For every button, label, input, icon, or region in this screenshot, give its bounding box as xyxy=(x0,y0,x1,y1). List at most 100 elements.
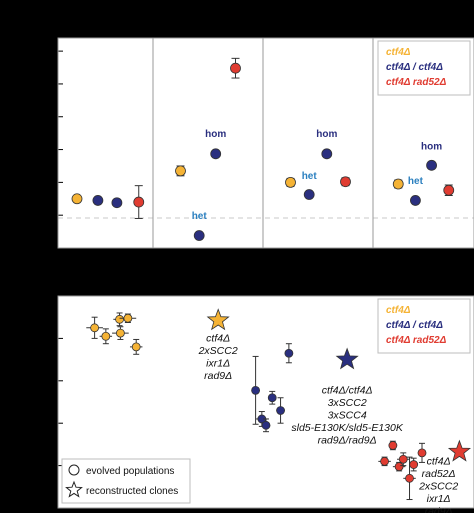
panel-a-point-8 xyxy=(285,176,296,188)
panel-b-point-0 xyxy=(86,316,103,339)
panel-b-annotation-1-line-2: 3xSCC4 xyxy=(328,410,367,422)
panel-a-marker-6 xyxy=(210,148,222,160)
panel-a-point-9 xyxy=(303,189,315,200)
panel-b-marker-17 xyxy=(409,460,419,469)
panel-a-point-1 xyxy=(92,195,104,206)
legend-a-entry-2: ctf4Δ rad52Δ xyxy=(386,77,447,88)
panel-a-label-0: hom xyxy=(205,129,226,140)
panel-b-point-4 xyxy=(119,313,137,323)
panel-b-stars xyxy=(206,308,472,462)
panel-b-marker-14 xyxy=(394,462,404,472)
panel-b-marker-legend-box xyxy=(61,458,191,504)
panel-b-annotation-0-line-2: ixr1Δ xyxy=(206,358,230,370)
panel-a-marker-4 xyxy=(175,165,186,177)
panel-a-marker-1 xyxy=(92,195,104,206)
legend-star-marker xyxy=(65,480,83,498)
panel-b-point-12 xyxy=(378,456,391,467)
panel-a-point-7 xyxy=(230,57,241,79)
panel-b-frame xyxy=(57,295,474,509)
panel-a-label-1: het xyxy=(192,211,208,222)
panel-a-marker-13 xyxy=(410,195,421,206)
panel-a-frame xyxy=(57,37,474,249)
panel-a-point-5 xyxy=(193,230,205,241)
panel-a-label-3: het xyxy=(302,171,318,182)
panel-a-legend: ctf4Δ ctf4Δ / ctf4Δ ctf4Δ rad52Δ xyxy=(377,40,471,96)
panel-b-marker-10 xyxy=(276,406,285,415)
panel-a-point-10 xyxy=(321,148,333,160)
panel-a-marker-8 xyxy=(285,176,296,188)
panel-a-y-ticks xyxy=(58,50,63,216)
panel-b-point-11 xyxy=(284,343,294,364)
panel-a-point-labels: hom het hom het hom het xyxy=(192,129,443,222)
panel-b-point-17 xyxy=(409,457,419,472)
legend-b-entry-1: ctf4Δ / ctf4Δ xyxy=(386,320,443,331)
panel-b-annotation-2-line-1: rad52Δ xyxy=(422,468,456,480)
top-timeline-bar xyxy=(57,22,474,34)
panel-b-annotation-2-line-3: ixr1Δ xyxy=(427,493,451,505)
panel-b-marker-15 xyxy=(398,454,408,464)
legend-marker-entry-1: reconstructed clones xyxy=(86,486,178,497)
panel-b-points xyxy=(86,312,427,501)
panel-a-legend-box xyxy=(377,40,471,96)
legend-a-entry-0: ctf4Δ xyxy=(386,47,411,58)
panel-b-annotation-2-line-4: rad9Δ xyxy=(425,506,453,513)
panel-b-legend-box xyxy=(377,298,471,354)
panel-b-annotation-1: ctf4Δ/ctf4Δ 3xSCC2 3xSCC4 sld5-E130K/sld5-E… xyxy=(291,385,403,447)
panel-b-annotation-2-line-2: 2xSCC2 xyxy=(418,481,458,493)
panel-a-marker-0 xyxy=(71,193,83,205)
panel-a-marker-5 xyxy=(193,230,205,241)
panel-a-point-3 xyxy=(133,185,145,219)
panel-b-annotation-0-line-0: ctf4Δ xyxy=(206,333,230,345)
panel-a-marker-14 xyxy=(426,159,437,171)
panel-b-marker-12 xyxy=(380,456,389,466)
panel-b-annotation-2-line-0: ctf4Δ xyxy=(427,456,451,468)
panel-b-annotation-1-line-1: 3xSCC2 xyxy=(328,397,367,409)
legend-circle-marker xyxy=(68,464,80,476)
panel-b-marker-3 xyxy=(116,328,125,338)
legend-a-entry-1: ctf4Δ / ctf4Δ xyxy=(386,62,443,73)
panel-b-annotation-0: ctf4Δ 2xSCC2 ixr1Δ rad9Δ xyxy=(198,333,238,383)
panel-a-point-11 xyxy=(340,176,351,188)
panel-b-marker-4 xyxy=(123,313,133,323)
panel-b-legend-markers: evolved populations reconstructed clones xyxy=(61,458,191,504)
panel-a-marker-9 xyxy=(303,189,315,200)
panel-a-label-5: het xyxy=(408,176,424,187)
panel-a-label-2: hom xyxy=(316,129,337,140)
panel-b-marker-13 xyxy=(388,441,398,450)
panel-b-point-13 xyxy=(388,440,398,451)
panel-b-star-1 xyxy=(335,347,359,370)
panel-b-point-15 xyxy=(397,452,410,467)
panel-a-point-15 xyxy=(443,184,455,196)
panel-b-marker-8 xyxy=(261,420,271,430)
panel-b-annotation-2: ctf4Δ rad52Δ 2xSCC2 ixr1Δ rad9Δ xyxy=(418,456,458,513)
legend-b-entry-2: ctf4Δ rad52Δ xyxy=(386,335,447,346)
panel-b-y-ticks xyxy=(58,337,63,467)
panel-a-marker-10 xyxy=(321,148,333,160)
panel-b-marker-6 xyxy=(251,385,261,395)
panel-a-marker-3 xyxy=(133,196,145,208)
panel-a-marker-11 xyxy=(340,176,351,188)
panel-a-point-0 xyxy=(71,193,83,205)
panel-b-annotation-1-line-3: sld5-E130K/sld5-E130K xyxy=(291,422,403,434)
panel-a-point-2 xyxy=(111,197,123,209)
panel-a-dividers xyxy=(152,38,374,248)
panel-a-point-12 xyxy=(392,178,404,190)
panel-b-point-3 xyxy=(112,326,129,340)
panel-a-marker-2 xyxy=(111,197,123,209)
panel-b-marker-18 xyxy=(417,448,427,458)
panel-b-star-0 xyxy=(206,308,230,331)
panel-a-marker-12 xyxy=(392,178,404,190)
panel-b-marker-0 xyxy=(90,323,100,333)
panel-b-marker-11 xyxy=(284,348,294,358)
panel-b-marker-16 xyxy=(405,473,414,483)
panel-b-point-18 xyxy=(417,442,427,463)
panel-b-point-6 xyxy=(251,355,261,425)
panel-b-point-5 xyxy=(129,338,143,355)
legend-b-entry-0: ctf4Δ xyxy=(386,305,411,316)
panel-b-point-9 xyxy=(267,390,277,405)
panel-a-marker-15 xyxy=(443,184,455,196)
panel-b-marker-2 xyxy=(115,314,124,324)
